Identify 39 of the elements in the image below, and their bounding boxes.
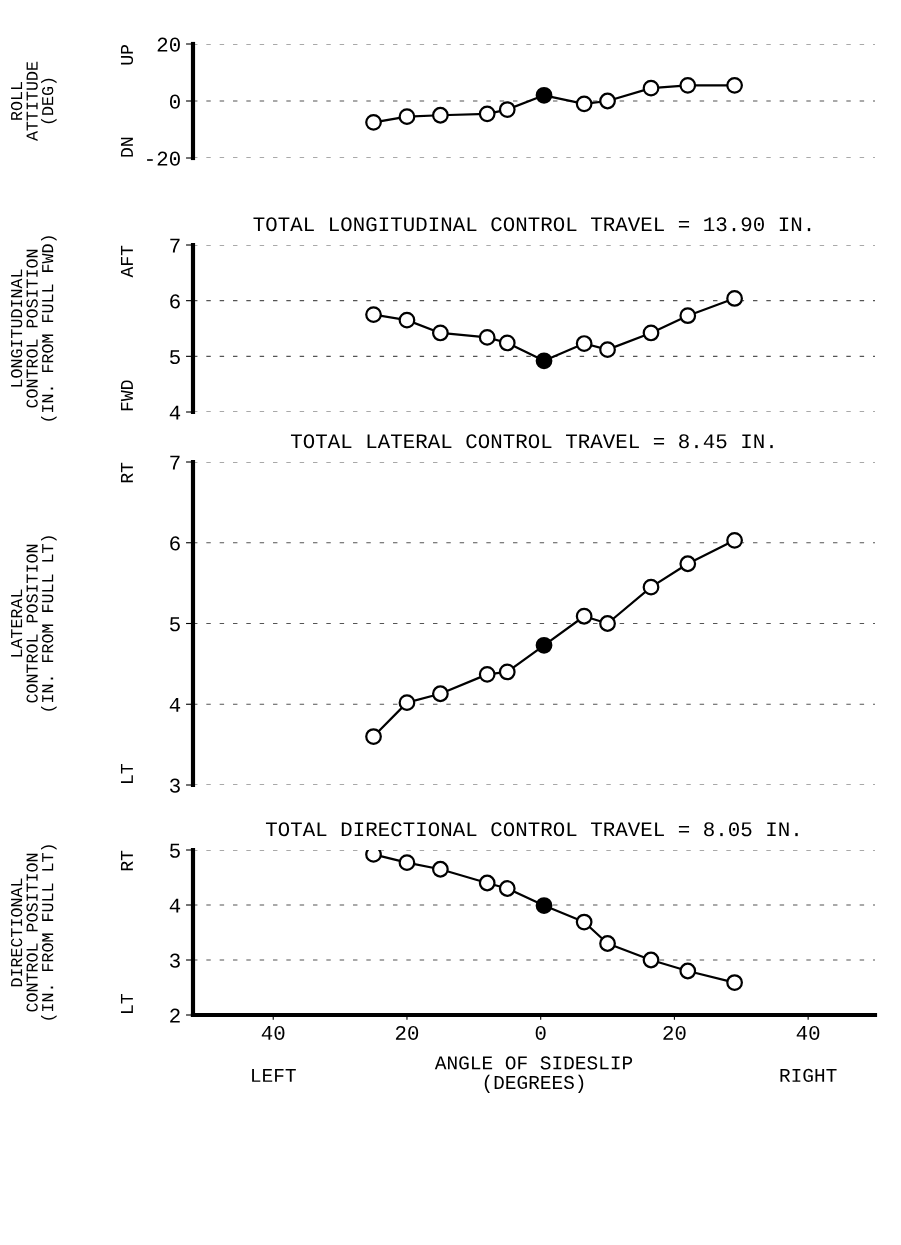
y-tick-label: 5	[169, 843, 180, 858]
text: LEFT	[252, 1069, 296, 1082]
text: DN	[120, 137, 133, 157]
text: LT	[120, 764, 133, 783]
x-tick-label: 40	[796, 1025, 820, 1041]
y-tick-label: 20	[157, 37, 180, 52]
text: UP	[120, 44, 134, 65]
x-tick-label: 0	[535, 1025, 546, 1041]
y-tick-label: 5	[169, 617, 180, 632]
y-axis-title: LONGITUDINAL CONTROL POSITION (IN. FROM FULL FWD)	[10, 236, 57, 421]
y-tick-label: 7	[170, 455, 180, 470]
y-tick-label: 6	[170, 536, 180, 551]
chart-title: TOTAL LONGITUDINAL CONTROL TRAVEL = 13.90 IN.	[253, 217, 811, 232]
y-axis-title: LATERAL CONTROL POSITION (IN. FROM FULL LT)	[11, 536, 57, 711]
y-tick-label: -20	[147, 151, 180, 166]
y-tick-label: 4	[169, 898, 181, 913]
x-tick-label: 20	[395, 1025, 419, 1041]
y-axis-title: DIRECTIONAL CONTROL POSITION (IN. FROM FULL LT)	[10, 845, 57, 1020]
y-tick-label: 3	[169, 953, 180, 968]
text: RIGHT	[780, 1068, 837, 1083]
text: RT	[120, 462, 133, 483]
text: LT	[120, 994, 133, 1013]
y-tick-label: 2	[170, 1008, 180, 1023]
x-axis-title: ANGLE OF SIDESLIP (DEGREES)	[434, 1056, 633, 1093]
x-tick-label: 40	[261, 1025, 285, 1041]
y-tick-label: 5	[169, 350, 180, 365]
x-tick-label: 20	[663, 1025, 686, 1041]
chart-title: TOTAL DIRECTIONAL CONTROL TRAVEL = 8.05 IN.	[265, 822, 798, 837]
text: AFT	[120, 245, 133, 278]
chart-title: TOTAL LATERAL CONTROL TRAVEL = 8.45 IN.	[290, 434, 773, 449]
y-tick-label: 4	[169, 698, 181, 712]
text: RT	[120, 850, 133, 871]
y-axis-title: ROLL ATTITUDE (DEG)	[10, 61, 57, 142]
y-tick-label: 7	[170, 238, 180, 253]
y-tick-label: 0	[169, 94, 180, 109]
text: FWD	[120, 380, 133, 411]
y-tick-label: 6	[170, 294, 180, 309]
y-tick-label: 4	[169, 405, 181, 420]
y-tick-label: 3	[169, 778, 180, 793]
